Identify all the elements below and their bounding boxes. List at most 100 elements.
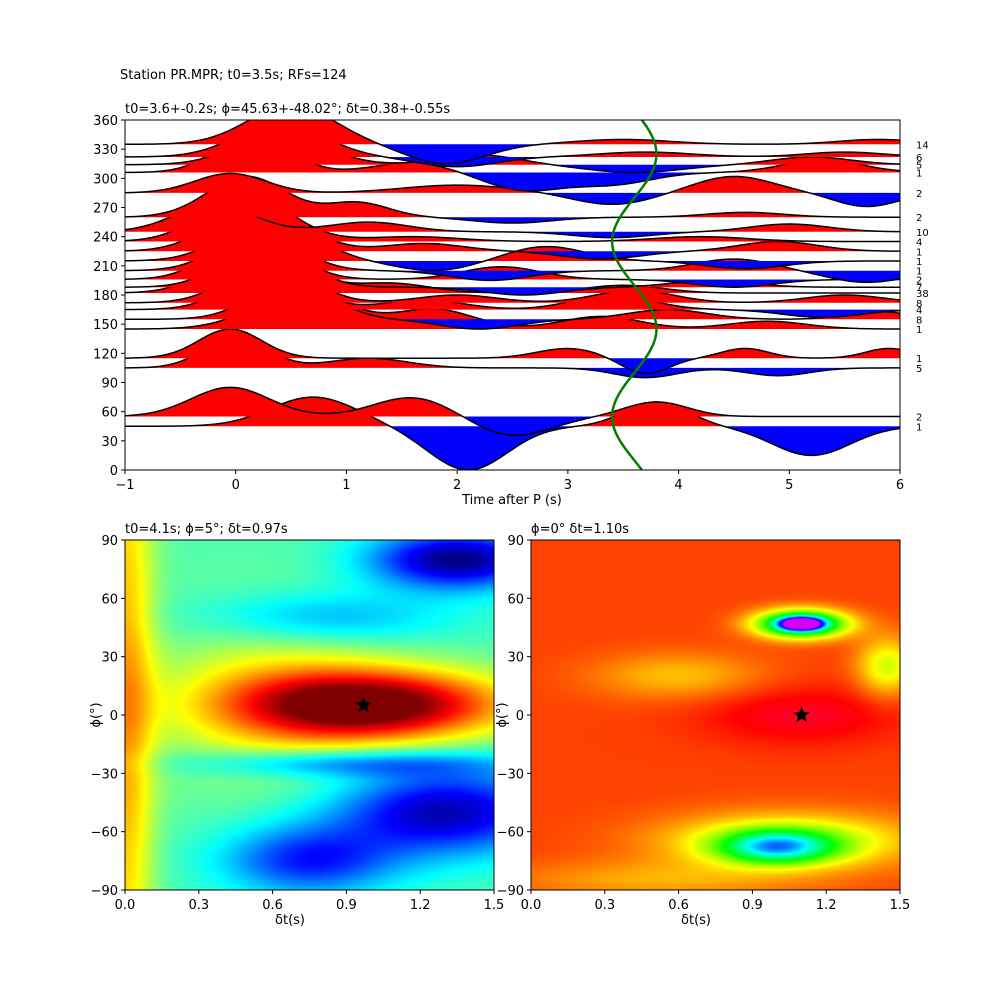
trace-count-label: 5 <box>916 364 922 375</box>
trace-negative-fill-9 <box>125 287 900 295</box>
trace-count-label: 8 <box>916 299 922 310</box>
rf-y-tick-label: 240 <box>93 231 118 246</box>
energy-map-right-best-star <box>793 706 811 723</box>
trace-positive-fill-16 <box>125 176 900 218</box>
rf-x-axis-label: Time after P (s) <box>461 493 562 508</box>
rf-x-tick-label: 3 <box>564 478 572 493</box>
energy-map-left-x-label: δt(s) <box>275 913 305 928</box>
trace-count-label: 14 <box>916 140 929 151</box>
trace-count-label: 1 <box>916 257 922 268</box>
energy-map-left-y-axis: −90 −60 −30 0 30 60 90 <box>91 534 125 899</box>
heatmap-y-tick-label: 0 <box>110 709 118 724</box>
energy-map-left-heatmap <box>125 540 494 890</box>
rf-x-tick-label: 4 <box>674 478 682 493</box>
trace-count-label: 1 <box>916 169 922 180</box>
heatmap-x-tick-label: 0.9 <box>742 898 763 913</box>
trace-count-label: 4 <box>916 306 922 317</box>
heatmap-y-tick-label: 60 <box>507 592 524 607</box>
trace-line-21 <box>125 120 900 165</box>
heatmap-y-tick-label: 90 <box>507 534 524 549</box>
heatmap-x-tick-label: 1.5 <box>890 898 911 913</box>
trace-negative-fill-1 <box>125 416 900 436</box>
heatmap-x-tick-label: 1.2 <box>410 898 431 913</box>
rf-x-tick-label: 2 <box>453 478 461 493</box>
trace-count-label: 1 <box>916 325 922 336</box>
energy-map-right-x-label: δt(s) <box>681 913 711 928</box>
trace-line-3 <box>125 328 900 375</box>
best-fit-star <box>355 696 373 713</box>
trace-count-label: 1 <box>916 354 922 365</box>
rf-panel-title: t0=3.6+-0.2s; ϕ=45.63+-48.02°; δt=0.38+-… <box>125 102 450 117</box>
energy-map-right-title: ϕ=0° δt=1.10s <box>531 522 629 537</box>
rf-y-tick-label: 90 <box>101 377 118 392</box>
heatmap-y-tick-label: 30 <box>507 651 524 666</box>
rf-y-tick-label: 60 <box>101 406 118 421</box>
trace-negative-fill-2 <box>125 367 900 378</box>
heatmap-x-tick-label: 1.5 <box>484 898 505 913</box>
rf-x-tick-label: 0 <box>232 478 240 493</box>
trace-negative-fill-6 <box>125 309 900 318</box>
heatmap-y-tick-label: 0 <box>516 709 524 724</box>
heatmap-x-tick-label: 0.3 <box>188 898 209 913</box>
trace-positive-fill-17 <box>125 173 900 193</box>
trace-count-label: 1 <box>916 247 922 258</box>
trace-negative-fill-18 <box>125 172 900 191</box>
rf-y-tick-label: 180 <box>93 289 118 304</box>
heatmap-x-tick-label: 0.0 <box>115 898 136 913</box>
trace-negative-fill-11 <box>125 270 900 283</box>
heatmap-y-tick-label: −30 <box>497 767 524 782</box>
trace-line-1 <box>125 386 900 437</box>
rf-x-tick-label: 5 <box>785 478 793 493</box>
trace-count-label: 7 <box>916 283 922 294</box>
energy-map-right-y-label: ϕ(°) <box>495 702 510 727</box>
trace-count-label: 4 <box>916 238 922 249</box>
trace-count-label: 1 <box>916 422 922 433</box>
rf-y-tick-label: 270 <box>93 202 118 217</box>
trace-positive-fill-1 <box>125 387 900 417</box>
heatmap-x-tick-label: 0.3 <box>594 898 615 913</box>
trace-negative-fill-16 <box>125 217 900 224</box>
rf-y-tick-label: 30 <box>101 435 118 450</box>
trace-positive-fill-2 <box>125 336 900 368</box>
heatmap-y-tick-label: −30 <box>91 767 118 782</box>
heatmap-x-tick-label: 0.0 <box>521 898 542 913</box>
trace-positive-fill-3 <box>125 329 900 359</box>
heatmap-y-tick-label: −60 <box>497 826 524 841</box>
figure-title: Station PR.MPR; t0=3.5s; RFs=124 <box>120 68 347 83</box>
rf-x-axis: −1 0 1 2 3 4 5 6 <box>115 470 904 493</box>
rf-x-tick-label: 1 <box>342 478 350 493</box>
trace-count-label: 38 <box>916 289 929 300</box>
rf-y-tick-label: 360 <box>93 114 118 129</box>
trace-count-label: 2 <box>916 189 922 200</box>
energy-map-right: ϕ=0° δt=1.10s 0.0 0.3 0.6 0.9 1.2 1.5 −90−60−… <box>495 522 910 928</box>
rf-y-tick-label: 300 <box>93 172 118 187</box>
trace-count-label: 5 <box>916 161 922 172</box>
rf-plot-area <box>125 120 900 470</box>
heatmap-x-tick-label: 0.6 <box>668 898 689 913</box>
heatmap-y-tick-label: 30 <box>101 651 118 666</box>
trace-count-label: 2 <box>916 275 922 286</box>
energy-map-right-heatmap <box>531 540 900 890</box>
heatmap-x-tick-label: 1.2 <box>816 898 837 913</box>
trace-count-label: 10 <box>916 228 929 239</box>
rf-y-tick-label: 150 <box>93 318 118 333</box>
energy-map-left: t0=4.1s; ϕ=5°; δt=0.97s 0.0 0.3 0.6 0.9 1.2 1… <box>89 522 504 928</box>
heatmap-y-tick-label: −90 <box>497 884 524 899</box>
rf-x-tick-label: −1 <box>115 478 134 493</box>
trace-positive-fill-20 <box>125 122 900 157</box>
energy-map-left-y-label: ϕ(°) <box>89 702 104 727</box>
energy-map-right-y-axis: −90 −60 −30 0 30 60 90 <box>497 534 531 899</box>
trace-negative-fill-0 <box>125 426 900 470</box>
heatmap-y-tick-label: 90 <box>101 534 118 549</box>
trace-negative-fill-17 <box>125 192 900 207</box>
rf-y-tick-label: 120 <box>93 347 118 362</box>
trace-count-label: 2 <box>916 213 922 224</box>
heatmap-y-tick-label: 60 <box>101 592 118 607</box>
trace-positive-fill-21 <box>125 120 900 145</box>
heatmap-x-tick-label: 0.9 <box>336 898 357 913</box>
rf-y-tick-label: 330 <box>93 143 118 158</box>
best-fit-star <box>793 706 811 723</box>
heatmap-y-tick-label: −90 <box>91 884 118 899</box>
